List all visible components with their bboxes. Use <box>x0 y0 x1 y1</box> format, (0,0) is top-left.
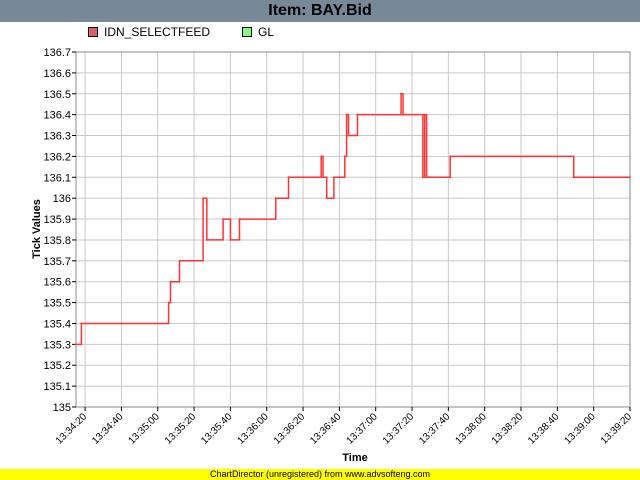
y-tick-label: 136.1 <box>43 172 71 184</box>
x-tick-label: 13:39:20 <box>599 411 635 447</box>
x-tick-label: 13:36:00 <box>236 411 272 447</box>
data-point <box>343 155 346 158</box>
x-tick-label: 13:38:40 <box>526 411 562 447</box>
y-tick-label: 136.7 <box>43 47 71 59</box>
y-tick-label: 135.8 <box>43 235 71 247</box>
data-point <box>629 176 631 179</box>
y-tick-label: 135.6 <box>43 277 71 289</box>
x-tick-label: 13:34:40 <box>90 411 126 447</box>
data-point <box>402 113 404 116</box>
legend-swatch-gl <box>242 27 253 37</box>
data-point <box>229 239 232 241</box>
x-tick-label: 13:36:20 <box>272 411 308 447</box>
y-axis-label: Tick Values <box>31 199 43 259</box>
data-point <box>169 280 172 283</box>
y-tick-label: 136.5 <box>43 89 71 101</box>
data-point <box>325 197 328 200</box>
y-tick-label: 135.9 <box>43 214 71 226</box>
x-tick-label: 13:35:20 <box>163 411 199 447</box>
legend-label-idn-selectfeed: IDN_SELECTFEED <box>104 25 211 39</box>
data-point <box>333 176 335 179</box>
data-point <box>75 343 77 346</box>
x-tick-label: 13:39:00 <box>562 411 598 447</box>
legend-item-idn-selectfeed: IDN_SELECTFEED <box>88 24 210 40</box>
data-point <box>356 113 359 116</box>
data-point <box>425 176 428 179</box>
x-tick-label: 13:34:20 <box>54 411 90 447</box>
y-tick-label: 135.3 <box>43 339 71 351</box>
y-tick-label: 135.1 <box>43 381 71 393</box>
footer-watermark: ChartDirector (unregistered) from www.ad… <box>0 469 640 480</box>
legend-label-gl: GL <box>258 25 275 39</box>
y-tick-label: 135.7 <box>43 256 71 268</box>
data-point <box>205 239 208 241</box>
x-tick-label: 13:38:20 <box>490 411 526 447</box>
x-tick-label: 13:37:00 <box>345 411 381 447</box>
legend: IDN_SELECTFEED GL <box>88 24 274 40</box>
y-tick-label: 135.5 <box>43 298 71 310</box>
data-point <box>345 113 348 116</box>
x-axis-label: Time <box>342 452 367 464</box>
data-point <box>400 92 403 95</box>
data-point <box>167 301 170 304</box>
data-point <box>320 155 323 158</box>
plot-area <box>75 51 631 408</box>
x-tick-label: 13:36:40 <box>308 411 344 447</box>
y-tick-label: 136.4 <box>43 110 71 122</box>
y-tick-label: 136.6 <box>43 68 71 80</box>
data-point <box>347 134 350 137</box>
data-point <box>80 322 83 325</box>
data-point <box>202 197 205 200</box>
y-tick-label: 135.4 <box>43 318 71 330</box>
data-point <box>572 176 575 179</box>
x-tick-label: 13:37:20 <box>381 411 417 447</box>
chart-title: Item: BAY.Bid <box>0 0 640 22</box>
data-point <box>322 176 324 179</box>
legend-item-gl: GL <box>242 24 274 40</box>
data-point <box>422 176 424 179</box>
data-point <box>287 176 290 179</box>
x-tick-label: 13:35:00 <box>127 411 163 447</box>
data-point <box>178 259 181 262</box>
data-point <box>423 113 426 116</box>
x-axis: 13:34:20 13:34:40 13:35:00 13:35:20 13:35:40… <box>54 407 635 447</box>
series-layer <box>75 92 631 346</box>
y-tick-label: 136 <box>53 193 71 205</box>
x-tick-label: 13:35:40 <box>199 411 235 447</box>
data-point <box>222 218 225 220</box>
legend-swatch-idn-selectfeed <box>88 27 98 37</box>
y-tick-label: 136.3 <box>43 131 71 143</box>
data-point <box>449 155 452 158</box>
grid <box>76 51 631 408</box>
data-point <box>238 218 241 220</box>
x-tick-label: 13:38:00 <box>453 411 489 447</box>
y-tick-label: 136.2 <box>43 151 71 163</box>
y-tick-label: 135.2 <box>43 360 71 372</box>
y-tick-label: 135 <box>53 402 71 414</box>
y-axis: 135 135.1 135.2 135.3 135.4 135.5 135.6 135.7 13… <box>43 47 76 414</box>
x-tick-label: 13:37:40 <box>417 411 453 447</box>
data-point <box>274 197 277 200</box>
